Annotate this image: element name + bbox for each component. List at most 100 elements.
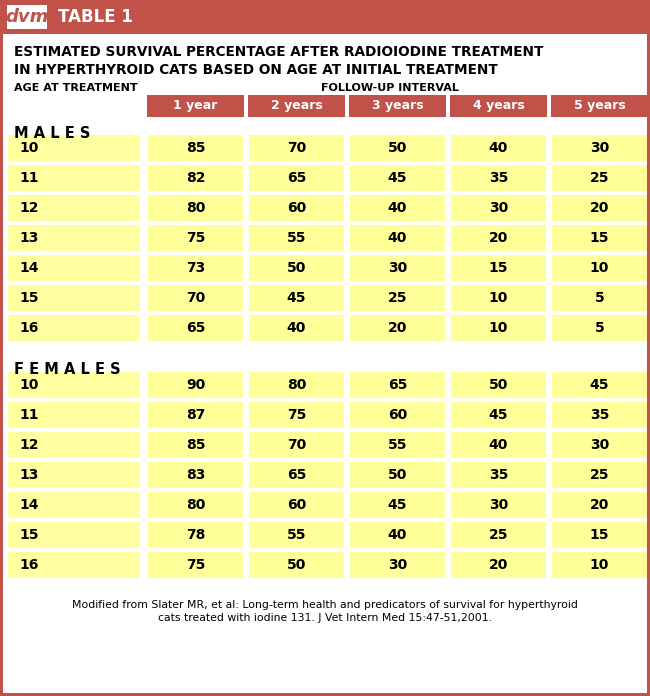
Text: FOLLOW-UP INTERVAL: FOLLOW-UP INTERVAL xyxy=(321,83,459,93)
Bar xyxy=(249,522,344,548)
Bar xyxy=(552,372,647,398)
Text: 11: 11 xyxy=(19,171,38,185)
Text: M A L E S: M A L E S xyxy=(14,125,90,141)
Text: 50: 50 xyxy=(287,558,306,572)
Bar xyxy=(148,552,243,578)
Bar xyxy=(350,195,445,221)
Bar xyxy=(8,372,140,398)
Bar xyxy=(249,402,344,428)
Text: 65: 65 xyxy=(287,171,306,185)
Text: 30: 30 xyxy=(388,261,407,275)
Bar xyxy=(148,165,243,191)
Text: 40: 40 xyxy=(489,438,508,452)
Bar xyxy=(552,432,647,458)
Bar xyxy=(349,95,446,117)
Bar xyxy=(451,255,546,281)
Text: 25: 25 xyxy=(388,291,408,305)
Bar xyxy=(451,432,546,458)
Text: 14: 14 xyxy=(19,261,38,275)
Text: 85: 85 xyxy=(186,141,205,155)
Bar xyxy=(249,372,344,398)
Text: 80: 80 xyxy=(287,378,306,392)
Bar xyxy=(451,522,546,548)
Text: 16: 16 xyxy=(19,558,38,572)
Bar xyxy=(249,225,344,251)
Text: 83: 83 xyxy=(186,468,205,482)
Text: 50: 50 xyxy=(388,468,407,482)
Text: TABLE 1: TABLE 1 xyxy=(58,8,133,26)
Text: 5 years: 5 years xyxy=(573,100,625,113)
Bar xyxy=(552,255,647,281)
Bar xyxy=(552,135,647,161)
Text: 20: 20 xyxy=(489,558,508,572)
Text: 20: 20 xyxy=(489,231,508,245)
Text: 25: 25 xyxy=(489,528,508,542)
Bar xyxy=(350,372,445,398)
Bar xyxy=(552,522,647,548)
Bar xyxy=(451,195,546,221)
Bar xyxy=(148,372,243,398)
Text: AGE AT TREATMENT: AGE AT TREATMENT xyxy=(14,83,138,93)
Bar xyxy=(249,195,344,221)
Text: 40: 40 xyxy=(388,231,407,245)
Bar xyxy=(249,135,344,161)
Bar xyxy=(350,225,445,251)
Text: 25: 25 xyxy=(590,171,609,185)
Bar xyxy=(552,462,647,488)
Text: 15: 15 xyxy=(19,528,38,542)
Text: 15: 15 xyxy=(489,261,508,275)
Bar xyxy=(8,462,140,488)
Bar xyxy=(451,492,546,518)
Bar xyxy=(350,165,445,191)
Bar xyxy=(552,165,647,191)
Text: 20: 20 xyxy=(590,498,609,512)
Text: 10: 10 xyxy=(19,141,38,155)
Bar xyxy=(551,95,648,117)
Bar xyxy=(350,402,445,428)
Text: 30: 30 xyxy=(590,141,609,155)
Text: 65: 65 xyxy=(388,378,407,392)
Text: 10: 10 xyxy=(590,261,609,275)
Bar xyxy=(451,372,546,398)
Bar xyxy=(552,285,647,311)
Bar xyxy=(8,225,140,251)
Text: cats treated with iodine 131. J Vet Intern Med 15:47-51,2001.: cats treated with iodine 131. J Vet Inte… xyxy=(158,613,492,623)
Bar xyxy=(8,432,140,458)
Bar xyxy=(350,255,445,281)
Text: 75: 75 xyxy=(186,558,205,572)
Text: 30: 30 xyxy=(489,201,508,215)
Text: 45: 45 xyxy=(287,291,306,305)
Bar xyxy=(148,402,243,428)
Bar xyxy=(249,315,344,341)
Text: 73: 73 xyxy=(186,261,205,275)
Text: 60: 60 xyxy=(287,498,306,512)
Bar xyxy=(552,315,647,341)
Bar xyxy=(7,5,47,29)
Bar xyxy=(8,402,140,428)
Text: 10: 10 xyxy=(489,321,508,335)
Text: 55: 55 xyxy=(287,231,306,245)
Text: 10: 10 xyxy=(19,378,38,392)
Bar xyxy=(8,135,140,161)
Text: 20: 20 xyxy=(388,321,407,335)
Text: 30: 30 xyxy=(590,438,609,452)
Bar xyxy=(350,315,445,341)
Text: 40: 40 xyxy=(287,321,306,335)
Bar xyxy=(350,522,445,548)
Bar xyxy=(148,522,243,548)
Text: 1 year: 1 year xyxy=(174,100,218,113)
Bar xyxy=(350,285,445,311)
Text: 12: 12 xyxy=(19,201,38,215)
Text: Modified from Slater MR, et al: Long-term health and predicators of survival for: Modified from Slater MR, et al: Long-ter… xyxy=(72,600,578,610)
Bar xyxy=(552,492,647,518)
Text: 3 years: 3 years xyxy=(372,100,423,113)
Bar xyxy=(0,0,650,34)
Text: 5: 5 xyxy=(595,321,604,335)
Text: 35: 35 xyxy=(590,408,609,422)
Text: 45: 45 xyxy=(388,498,408,512)
Bar xyxy=(249,165,344,191)
Text: 15: 15 xyxy=(19,291,38,305)
Bar xyxy=(552,552,647,578)
Bar xyxy=(249,492,344,518)
Bar xyxy=(148,315,243,341)
